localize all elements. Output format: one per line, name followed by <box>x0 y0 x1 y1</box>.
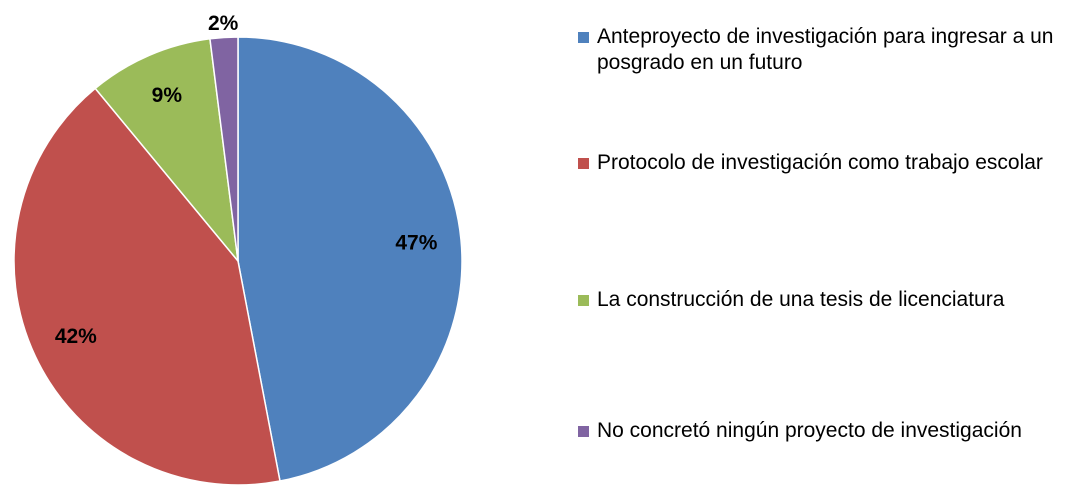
legend-swatch <box>578 158 589 169</box>
pie-slice <box>13 87 281 485</box>
legend-item: Protocolo de investigación como trabajo … <box>578 150 1058 176</box>
legend-item: Anteproyecto de investigación para ingre… <box>578 24 1058 76</box>
data-label: 42% <box>55 325 97 348</box>
legend-item: No concretó ningún proyecto de investiga… <box>578 418 1058 444</box>
legend-label: No concretó ningún proyecto de investiga… <box>597 419 1022 442</box>
legend-swatch <box>578 295 589 306</box>
pie-slice <box>237 36 463 482</box>
legend-swatch <box>578 32 589 43</box>
legend-label: Anteproyecto de investigación para ingre… <box>597 25 1054 74</box>
legend-item: La construcción de una tesis de licencia… <box>578 287 1058 313</box>
legend-label: La construcción de una tesis de licencia… <box>597 288 1005 311</box>
data-label: 9% <box>152 84 183 107</box>
legend-swatch <box>578 426 589 437</box>
data-label: 47% <box>395 232 437 255</box>
data-label: 2% <box>208 12 239 35</box>
pie-slice <box>94 37 240 264</box>
legend-label: Protocolo de investigación como trabajo … <box>597 151 1043 174</box>
pie-slice <box>209 36 239 262</box>
